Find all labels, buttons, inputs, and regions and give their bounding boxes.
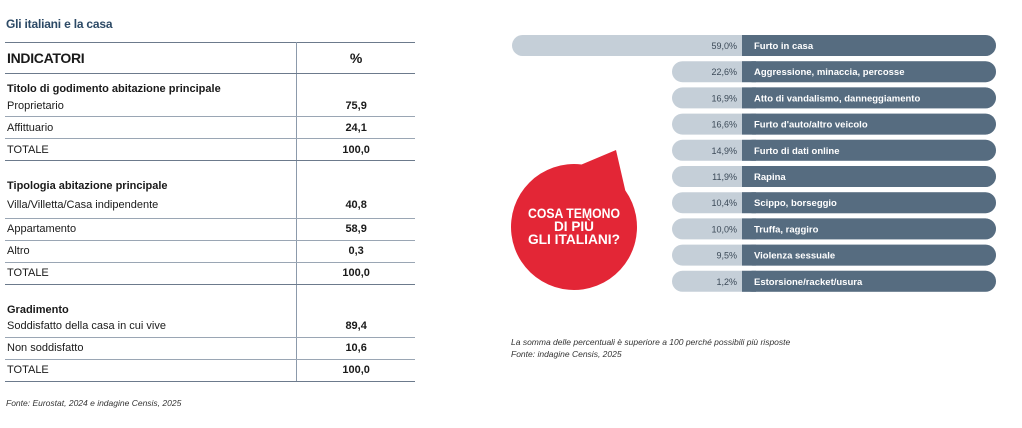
bar bbox=[742, 87, 996, 109]
group-heading-row: Titolo di godimento abitazione principal… bbox=[5, 73, 415, 95]
table-row-total: TOTALE 100,0 bbox=[5, 138, 415, 161]
row-label: Altro bbox=[5, 240, 298, 263]
bar bbox=[742, 218, 996, 240]
row-value: 100,0 bbox=[296, 359, 415, 382]
row-value: 89,4 bbox=[296, 315, 415, 338]
category-label: Scippo, borseggio bbox=[754, 198, 837, 209]
row-label: Appartamento bbox=[5, 218, 298, 241]
bar-square-edge bbox=[742, 218, 756, 240]
row-label: Soddisfatto della casa in cui vive bbox=[5, 315, 298, 338]
row-label: TOTALE bbox=[5, 138, 298, 161]
bar-square-edge bbox=[742, 166, 756, 187]
category-label: Violenza sessuale bbox=[754, 251, 835, 262]
value-label: 16,9% bbox=[711, 93, 737, 103]
value-label: 59,0% bbox=[711, 41, 737, 51]
bar-square-edge bbox=[742, 113, 756, 135]
row-value: 100,0 bbox=[296, 138, 415, 161]
row-value: 100,0 bbox=[296, 262, 415, 285]
category-label: Atto di vandalismo, danneggiamento bbox=[754, 93, 920, 104]
row-value: 58,9 bbox=[296, 218, 415, 241]
group-title: Tipologia abitazione principale bbox=[5, 171, 298, 192]
bar bbox=[742, 166, 996, 187]
row-value: 40,8 bbox=[296, 192, 415, 219]
row-value: 10,6 bbox=[296, 337, 415, 360]
table-row: Affittuario 24,1 bbox=[5, 116, 415, 139]
table-row: Proprietario 75,9 bbox=[5, 95, 415, 117]
column-header-indicatori: INDICATORI bbox=[5, 42, 298, 74]
row-label: Proprietario bbox=[5, 95, 298, 117]
row-label: TOTALE bbox=[5, 262, 298, 285]
category-label: Furto in casa bbox=[754, 41, 814, 52]
chart-title-line-1: COSA TEMONO bbox=[528, 205, 620, 221]
row-value: 0,3 bbox=[296, 240, 415, 263]
table-row-total: TOTALE 100,0 bbox=[5, 359, 415, 382]
bar-square-edge bbox=[742, 192, 756, 214]
row-label: Affittuario bbox=[5, 116, 298, 139]
row-value: 24,1 bbox=[296, 116, 415, 139]
bar-square-edge bbox=[742, 87, 756, 109]
table-row: Altro 0,3 bbox=[5, 240, 415, 263]
row-label: TOTALE bbox=[5, 359, 298, 382]
speech-bubble: COSA TEMONO DI PIÙ GLI ITALIANI? bbox=[511, 150, 637, 290]
column-header-percent: % bbox=[296, 42, 415, 74]
value-label: 11,9% bbox=[712, 172, 737, 182]
category-label: Truffa, raggiro bbox=[754, 224, 819, 235]
row-value: 75,9 bbox=[296, 95, 415, 117]
chart-title-line-3: GLI ITALIANI? bbox=[528, 231, 620, 247]
table-row: Appartamento 58,9 bbox=[5, 218, 415, 241]
chart-footnotes: La somma delle percentuali è superiore a… bbox=[511, 336, 790, 360]
category-label: Estorsione/racket/usura bbox=[754, 277, 863, 288]
bars-group: 59,0% Furto in casa 22,6% Aggressione, mina… bbox=[512, 35, 996, 292]
chart-title-line-2: DI PIÙ bbox=[554, 217, 594, 234]
chart-note: La somma delle percentuali è superiore a… bbox=[511, 337, 791, 347]
chart-source: Fonte: indagine Censis, 2025 bbox=[511, 349, 622, 359]
table-header-row: INDICATORI % bbox=[5, 42, 415, 74]
value-label: 10,0% bbox=[711, 224, 737, 234]
table-row: Non soddisfatto 10,6 bbox=[5, 337, 415, 360]
group-heading-row: Tipologia abitazione principale bbox=[5, 171, 415, 192]
value-label: 14,9% bbox=[711, 146, 737, 156]
group-heading-row: Gradimento bbox=[5, 294, 415, 316]
bar bbox=[742, 192, 996, 214]
bar-square-edge bbox=[742, 139, 756, 161]
section-title: Gli italiani e la casa bbox=[6, 17, 113, 31]
bar-square-edge bbox=[742, 35, 756, 56]
table-row: Villa/Villetta/Casa indipendente 40,8 bbox=[5, 192, 415, 219]
indicators-table: INDICATORI % Titolo di godimento abitazi… bbox=[5, 42, 415, 382]
value-label: 16,6% bbox=[711, 120, 737, 130]
table-row-total: TOTALE 100,0 bbox=[5, 262, 415, 285]
table-row: Soddisfatto della casa in cui vive 89,4 bbox=[5, 315, 415, 338]
bar-square-edge bbox=[742, 61, 756, 83]
row-label: Non soddisfatto bbox=[5, 337, 298, 360]
category-label: Aggressione, minaccia, percosse bbox=[754, 67, 904, 78]
category-label: Furto d'auto/altro veicolo bbox=[754, 120, 868, 131]
bar-square-edge bbox=[742, 270, 756, 292]
bar bbox=[742, 244, 996, 266]
group-title: Titolo di godimento abitazione principal… bbox=[5, 73, 298, 95]
category-label: Rapina bbox=[754, 172, 786, 183]
category-label: Furto di dati online bbox=[754, 146, 840, 157]
speech-bubble-shape bbox=[511, 150, 637, 290]
bar bbox=[742, 139, 996, 161]
bar bbox=[742, 35, 996, 56]
bar-square-edge bbox=[742, 244, 756, 266]
value-label: 9,5% bbox=[716, 251, 737, 261]
value-label: 22,6% bbox=[711, 67, 737, 77]
value-label: 1,2% bbox=[716, 277, 737, 287]
row-label: Villa/Villetta/Casa indipendente bbox=[5, 192, 298, 219]
group-title: Gradimento bbox=[5, 294, 298, 316]
value-label: 10,4% bbox=[711, 198, 737, 208]
bar bbox=[742, 270, 996, 292]
bar bbox=[742, 61, 996, 83]
bar bbox=[742, 113, 996, 135]
table-source-footnote: Fonte: Eurostat, 2024 e indagine Censis,… bbox=[6, 398, 182, 408]
